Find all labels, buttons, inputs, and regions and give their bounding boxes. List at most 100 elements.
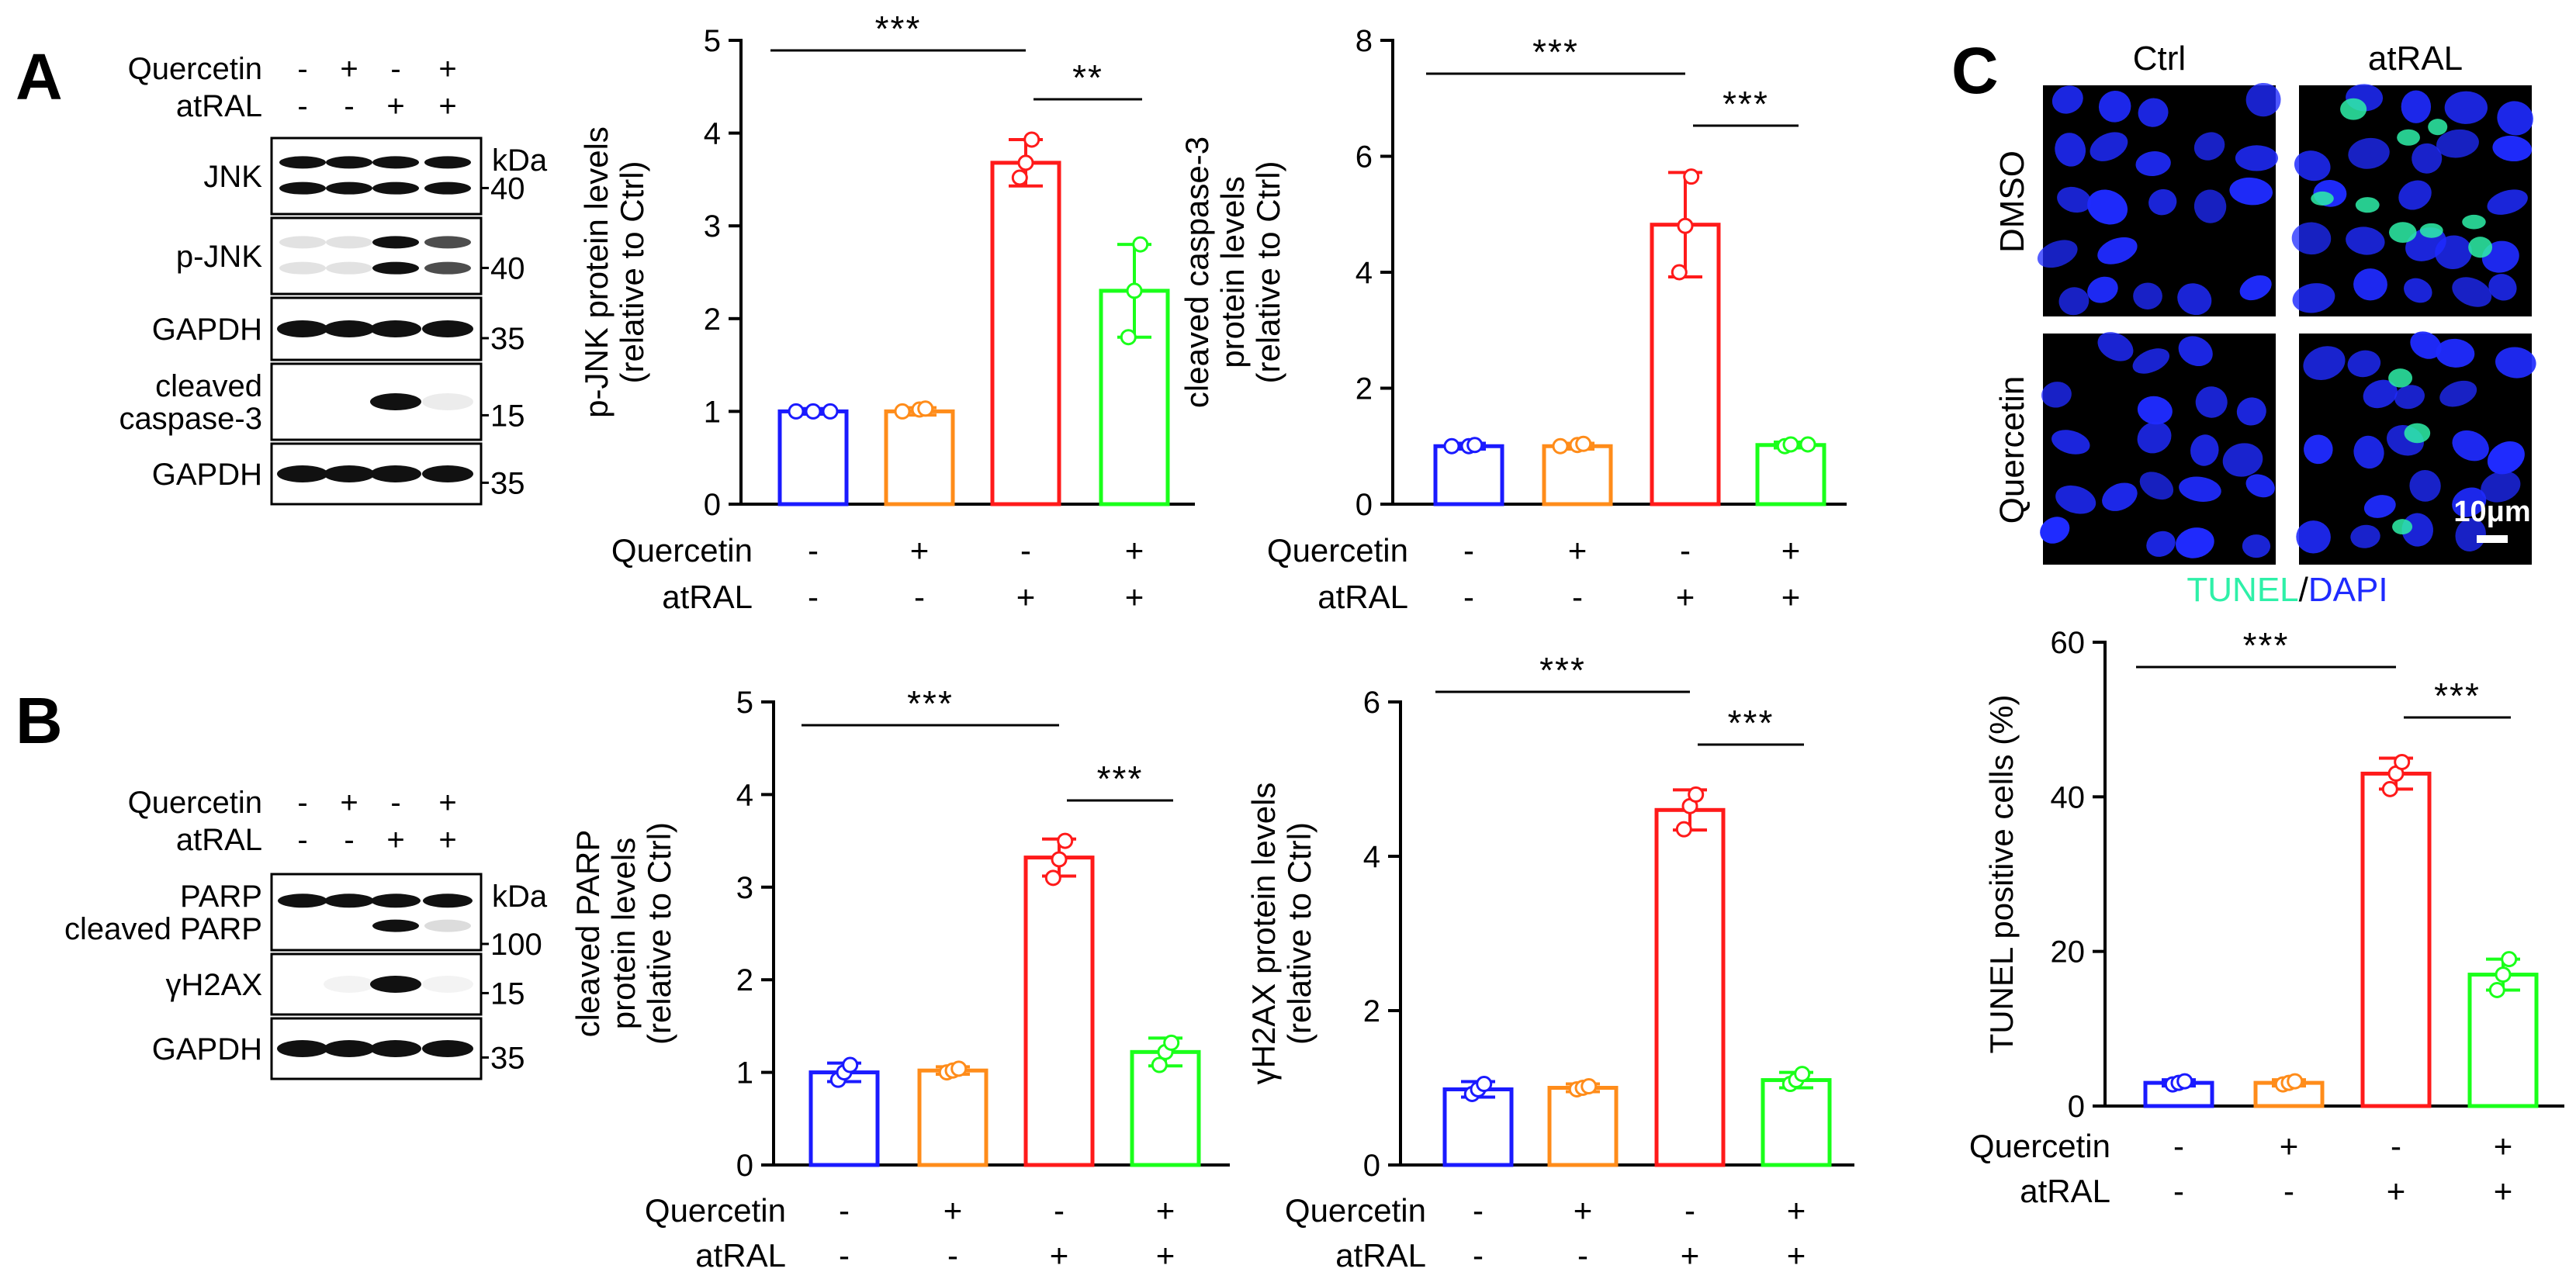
y-axis-label: cleaved caspase-3protein levels(relative…: [1179, 137, 1286, 408]
significance-label: ***: [907, 683, 954, 724]
y-axis-label-line: cleaved caspase-3: [1179, 137, 1215, 408]
tunel-positive-nucleus: [2468, 237, 2493, 258]
chart-cond-quercetin-sign: +: [1125, 532, 1144, 569]
y-axis-label-line: protein levels: [1214, 176, 1251, 368]
data-point: [1476, 1076, 1493, 1093]
marker-kda: 40: [490, 251, 525, 285]
significance-label: ***: [1532, 32, 1579, 72]
data-point: [1051, 851, 1068, 868]
data-point: [1120, 329, 1137, 346]
nucleus: [2363, 379, 2398, 409]
chart-cond-atral-sign: +: [1781, 579, 1801, 615]
nucleus: [2245, 82, 2281, 117]
marker-kda: 35: [490, 322, 525, 356]
blot-cond-quercetin-sign: -: [390, 786, 400, 820]
band: [371, 894, 421, 908]
data-point: [1132, 236, 1149, 253]
data-point: [1023, 131, 1040, 148]
significance-label: ***: [1097, 759, 1144, 799]
nucleus: [2497, 101, 2533, 136]
band: [424, 919, 471, 932]
chart-cond-atral-sign: -: [2173, 1173, 2184, 1209]
y-axis-label: γH2AX protein levels(relative to Ctrl): [1245, 783, 1317, 1085]
y-tick-label: 0: [704, 488, 721, 522]
y-tick-label: 6: [1363, 686, 1380, 720]
scale-bar: [2477, 535, 2508, 543]
data-point: [950, 1060, 968, 1077]
y-tick-label: 8: [1356, 24, 1373, 58]
chart-cond-quercetin-label: Quercetin: [645, 1192, 786, 1229]
y-tick-label: 1: [704, 395, 721, 429]
data-point: [2495, 966, 2512, 983]
bar: [1433, 444, 1504, 506]
band: [324, 320, 375, 337]
data-point: [1466, 437, 1484, 454]
band: [423, 894, 473, 908]
y-tick-label: 2: [1356, 372, 1373, 406]
bar: [1755, 443, 1826, 506]
nucleus: [2452, 430, 2489, 461]
data-point: [1782, 436, 1799, 453]
blot-protein-label: GAPDH: [152, 1032, 262, 1066]
bar: [808, 1070, 880, 1167]
band: [372, 156, 419, 169]
blot-cond-atral-sign: -: [344, 89, 354, 123]
y-axis-label-line: (relative to Ctrl): [641, 822, 677, 1045]
nucleus: [2178, 336, 2213, 367]
chart-cond-atral-sign: +: [2494, 1173, 2513, 1209]
bar: [1761, 1078, 1832, 1167]
bar: [1023, 856, 1095, 1167]
data-point: [2381, 780, 2398, 797]
panel-label-a: A: [16, 40, 63, 113]
nucleus: [2492, 135, 2533, 162]
chart-cond-atral-sign: -: [2283, 1173, 2294, 1209]
marker-kda: 40: [490, 171, 525, 206]
tunel-positive-nucleus: [2355, 197, 2380, 213]
band: [372, 261, 419, 275]
y-tick-label: 3: [736, 871, 753, 905]
band: [277, 1040, 328, 1057]
significance-label: ***: [2434, 676, 2481, 716]
data-point: [1688, 786, 1705, 803]
bar: [1654, 807, 1726, 1167]
nucleus: [2436, 338, 2475, 368]
chart-cond-atral-sign: -: [1572, 579, 1583, 615]
bar: [1547, 1086, 1619, 1167]
nucleus: [2057, 186, 2092, 213]
band: [279, 261, 326, 275]
blot-strip: [270, 873, 483, 952]
chart-cond-quercetin-sign: -: [1054, 1192, 1065, 1229]
chart-cond-quercetin-sign: -: [1684, 1192, 1695, 1229]
tunel-positive-nucleus: [2392, 519, 2413, 535]
nucleus: [2132, 348, 2170, 374]
band: [424, 261, 471, 275]
bar: [884, 409, 955, 506]
chart-cond-atral-sign: +: [1681, 1237, 1700, 1274]
chart-cond-quercetin-sign: +: [910, 532, 930, 569]
data-point: [2176, 1073, 2193, 1090]
bar: [2360, 771, 2432, 1108]
chart-cond-quercetin-sign: -: [1463, 532, 1474, 569]
bar: [1542, 444, 1613, 506]
nucleus: [2455, 517, 2486, 552]
chart-cond-quercetin-sign: -: [2173, 1128, 2184, 1164]
nucleus: [2488, 274, 2517, 301]
y-tick-label: 4: [704, 117, 721, 151]
data-point: [1011, 169, 1028, 186]
nucleus: [2348, 137, 2390, 169]
nucleus: [2235, 145, 2278, 171]
data-point: [2501, 951, 2518, 968]
blot-cond-atral-sign: +: [386, 823, 404, 857]
nucleus: [2291, 222, 2332, 255]
blot-strip: [270, 137, 483, 216]
nucleus: [2401, 90, 2432, 123]
nucleus: [2097, 332, 2134, 361]
nucleus: [2353, 268, 2387, 301]
y-tick-label: 20: [2051, 935, 2086, 970]
nucleus: [2410, 331, 2442, 359]
nucleus: [2229, 177, 2273, 206]
y-tick-label: 3: [704, 209, 721, 244]
data-point: [1675, 821, 1692, 838]
data-point: [1057, 832, 1074, 849]
